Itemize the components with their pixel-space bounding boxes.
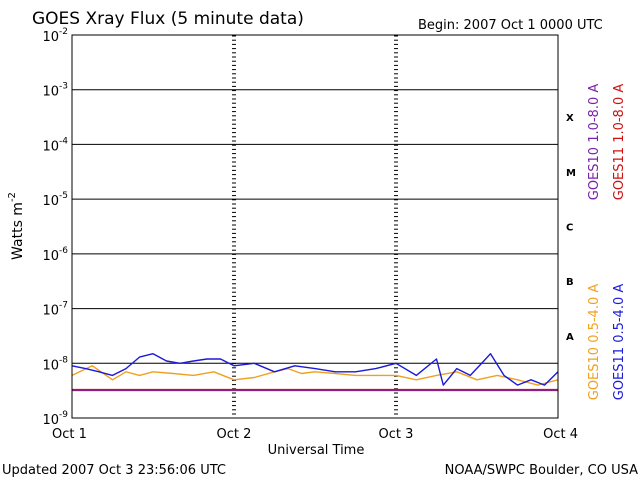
series-line <box>71 353 559 386</box>
legend-entry: GOES10 1.0-8.0 A <box>587 84 602 201</box>
x-axis-label: Universal Time <box>268 443 365 458</box>
y-tick-label: 10-7 <box>42 301 68 319</box>
x-tick-labels: Oct 1 Oct 2 Oct 3 Oct 4 <box>52 427 578 442</box>
chart-title: GOES Xray Flux (5 minute data) <box>32 9 304 29</box>
grid-lines <box>72 34 558 419</box>
y-tick-label: 10-3 <box>42 82 68 100</box>
footer-credit: NOAA/SWPC Boulder, CO USA <box>445 463 638 478</box>
x-tick-label: Oct 1 <box>52 427 87 442</box>
y-tick-label: 10-2 <box>42 27 68 45</box>
y-tick-label: 10-8 <box>42 355 68 373</box>
plot-frame <box>71 34 559 419</box>
x-tick-label: Oct 3 <box>379 427 414 442</box>
series-lines <box>71 353 559 392</box>
y-tick-label: 10-5 <box>42 191 68 209</box>
flare-class-label: M <box>566 168 576 179</box>
legend: GOES10 1.0-8.0 A GOES11 1.0-8.0 A GOES10 0… <box>587 84 627 401</box>
y-tick-label: 10-4 <box>42 136 68 154</box>
legend-entry: GOES11 1.0-8.0 A <box>612 84 627 201</box>
x-tick-label: Oct 4 <box>543 427 578 442</box>
legend-entry: GOES10 0.5-4.0 A <box>587 284 602 401</box>
x-tick-label: Oct 2 <box>217 427 252 442</box>
y-tick-labels: 10-2 10-3 10-4 10-5 10-6 10-7 10-8 10-9 <box>42 27 68 428</box>
y-tick-label: 10-6 <box>42 246 68 264</box>
flare-class-label: A <box>566 332 574 343</box>
series-line <box>71 365 559 386</box>
flare-class-label: B <box>566 277 574 288</box>
minor-ticks <box>232 35 398 415</box>
flare-class-label: X <box>566 113 574 124</box>
y-axis-label-exponent: -2 <box>7 192 18 202</box>
y-axis-label: Watts m-2 <box>7 192 26 260</box>
flare-class-labels: X M C B A <box>566 113 576 343</box>
y-tick-label: 10-9 <box>42 410 68 428</box>
footer-updated: Updated 2007 Oct 3 23:56:06 UTC <box>2 463 226 478</box>
flare-class-label: C <box>566 223 573 234</box>
legend-entry: GOES11 0.5-4.0 A <box>612 284 627 401</box>
begin-label: Begin: 2007 Oct 1 0000 UTC <box>418 18 603 33</box>
